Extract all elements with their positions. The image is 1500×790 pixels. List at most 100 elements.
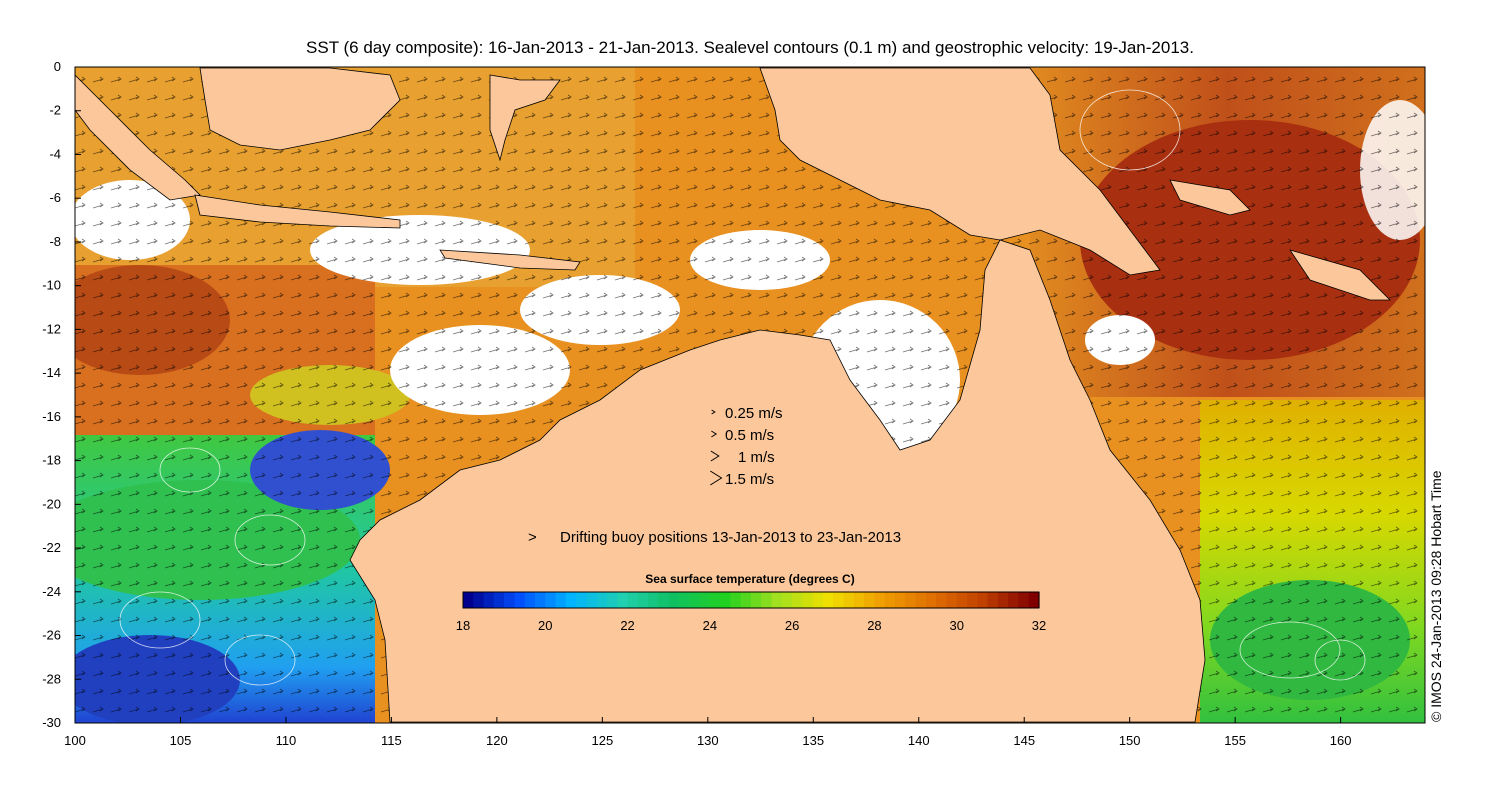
colorbar-cell [905,592,917,608]
colorbar-cell [504,592,516,608]
colorbar-tick-label: 24 [703,618,717,633]
colorbar-cell [586,592,598,608]
colorbar-cell [761,592,773,608]
x-tick-label: 120 [486,733,508,748]
y-tick-label: -4 [49,146,61,161]
colorbar-cell [823,592,834,608]
x-tick-label: 130 [697,733,719,748]
sst-field [75,67,1425,723]
colorbar-cell [915,592,927,608]
y-tick-label: -22 [42,540,61,555]
colorbar-title: Sea surface temperature (degrees C) [645,572,854,586]
y-tick-label: 0 [54,59,61,74]
x-tick-label: 100 [64,733,86,748]
colorbar-tick-label: 30 [949,618,963,633]
plot-frame [74,66,1426,724]
buoy-marker: > [528,529,537,546]
velocity-label: 0.25 m/s [725,405,783,422]
y-tick-label: -6 [49,190,61,205]
y-tick-label: -16 [42,409,61,424]
x-tick-label: 105 [170,733,192,748]
chart-title: SST (6 day composite): 16-Jan-2013 - 21-… [306,38,1194,57]
y-tick-label: -18 [42,453,61,468]
y-axis: 0 -2 -4 -6 -8 -10 -12 -14 -16 -18 -20 -22 -24 -26 -28 -… [42,59,81,730]
velocity-arrow [711,430,718,438]
buoy-legend: > Drifting buoy positions 13-Jan-2013 to… [528,529,901,546]
y-tick-label: -8 [49,234,61,249]
velocity-label: 1 m/s [738,449,775,466]
x-tick-label: 125 [591,733,613,748]
colorbar-cell [967,592,978,608]
colorbar-cell [771,592,783,608]
colorbar-cell [555,592,567,608]
colorbar-tick-label: 22 [620,618,634,633]
colorbar-cell [514,592,526,608]
colorbar-cell [843,592,855,608]
x-tick-label: 135 [802,733,824,748]
colorbar-cell [792,592,804,608]
colorbar-cell [751,592,762,608]
colorbar-cell [987,592,999,608]
colorbar-cell [781,592,793,608]
colorbar-cell [699,592,711,608]
colorbar-cell [473,592,485,608]
colorbar-cell [689,592,701,608]
colorbar-cell [936,592,948,608]
colorbar-cell [576,592,588,608]
colorbar-cell [565,592,577,608]
x-tick-label: 110 [276,733,297,748]
colorbar-cell [853,592,865,608]
buoy-legend-text: Drifting buoy positions 13-Jan-2013 to 2… [560,529,901,546]
velocity-arrow [711,409,716,415]
colorbar-cell [946,592,958,608]
y-tick-label: -14 [42,365,61,380]
colorbar-cell [524,592,536,608]
velocity-arrow [710,450,720,462]
colorbar-cell [884,592,896,608]
colorbar-cell [709,592,721,608]
colorbar-cell [833,592,845,608]
y-tick-label: -12 [42,321,61,336]
y-tick-label: -28 [42,671,61,686]
colorbar-cell [864,592,876,608]
y-tick-label: -30 [42,715,61,730]
colorbar-cell [730,592,742,608]
colorbar-tick-label: 28 [867,618,881,633]
colorbar-cell [483,592,495,608]
colorbar-cell [895,592,906,608]
x-tick-label: 155 [1224,733,1246,748]
y-tick-label: -26 [42,628,61,643]
y-tick-label: -24 [42,584,61,599]
colorbar-tick-label: 18 [456,618,470,633]
x-tick-label: 115 [381,733,402,748]
colorbar-cell [658,592,670,608]
colorbar-cell [956,592,968,608]
colorbar-cell [720,592,732,608]
x-tick-label: 160 [1330,733,1352,748]
colorbar-cell [627,592,639,608]
colorbar-cell [874,592,886,608]
colorbar-tick-label: 26 [785,618,799,633]
colorbar: Sea surface temperature (degrees C) 18 20… [456,572,1046,633]
velocity-arrow [710,470,723,486]
colorbar-cell [802,592,814,608]
colorbar-tick-label: 32 [1032,618,1046,633]
colorbar-cell [463,592,474,608]
y-tick-label: -2 [49,103,61,118]
colorbar-cell [493,592,505,608]
colorbar-cell [535,592,546,608]
colorbar-cell [679,592,690,608]
velocity-legend: 0.25 m/s 0.5 m/s 1 m/s 1.5 m/s [710,405,783,488]
colorbar-cell [925,592,937,608]
colorbar-cell [1008,592,1020,608]
y-tick-label: -10 [42,278,61,293]
x-tick-label: 145 [1013,733,1035,748]
velocity-label: 1.5 m/s [725,471,774,488]
colorbar-cell [740,592,752,608]
colorbar-cell [1028,592,1040,608]
x-tick-label: 140 [908,733,930,748]
colorbar-tick-label: 20 [538,618,552,633]
colorbar-cell [648,592,660,608]
y-tick-label: -20 [42,496,61,511]
